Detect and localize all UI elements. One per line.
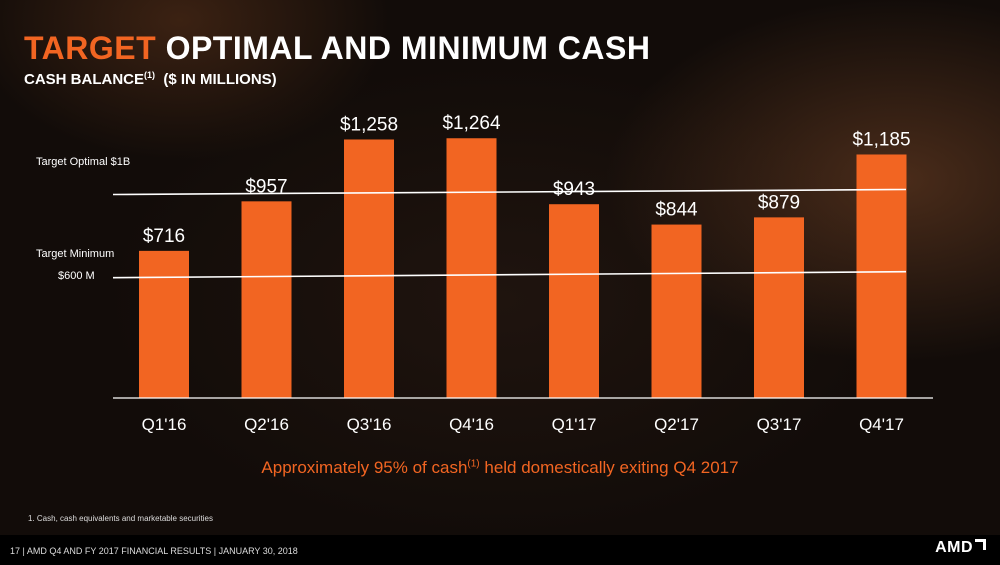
slide-title: TARGET OPTIMAL AND MINIMUM CASH	[24, 30, 650, 67]
data-label: $1,264	[442, 113, 501, 134]
target-optimal-line	[112, 188, 907, 196]
x-tick-label: Q1'16	[142, 415, 187, 434]
note-after: held domestically exiting Q4 2017	[479, 458, 739, 477]
bar-chart: $716 Q1'16 $957 Q2'16 $1,258 Q3'16 $1,264 Q4'16…	[36, 113, 933, 434]
x-tick-label: Q4'16	[449, 415, 494, 434]
subtitle-footnote-ref: (1)	[144, 70, 155, 80]
data-label: $1,185	[852, 129, 910, 150]
chart-subtitle: CASH BALANCE(1) ($ IN MILLIONS)	[24, 70, 277, 88]
bar	[754, 217, 804, 398]
bar	[651, 224, 702, 398]
target-optimal-label: Target Optimal $1B	[36, 156, 130, 168]
bar	[856, 154, 907, 398]
data-label: $716	[143, 226, 185, 247]
bar	[344, 139, 394, 398]
bar	[549, 204, 599, 398]
data-label: $1,258	[340, 114, 398, 135]
x-tick-label: Q1'17	[552, 415, 597, 434]
data-label: $943	[553, 179, 595, 200]
x-tick-label: Q2'16	[244, 415, 289, 434]
target-minimum-value-label: $600 M	[58, 270, 95, 282]
x-tick-label: Q4'17	[859, 415, 904, 434]
x-tick-label: Q3'16	[347, 415, 392, 434]
data-label: $844	[655, 200, 698, 221]
amd-logo: AMD	[935, 539, 986, 557]
amd-arrow-icon	[975, 539, 986, 550]
data-label: $957	[245, 176, 287, 197]
bar	[241, 201, 292, 398]
footnote: 1. Cash, cash equivalents and marketable…	[28, 514, 213, 523]
logo-text: AMD	[935, 539, 973, 556]
target-minimum-label: Target Minimum	[36, 248, 114, 260]
note-footnote-ref: (1)	[467, 458, 480, 470]
footer-text: 17 | AMD Q4 AND FY 2017 FINANCIAL RESULT…	[10, 546, 298, 556]
x-tick-label: Q2'17	[654, 415, 699, 434]
data-label: $879	[758, 192, 800, 213]
title-accent: TARGET	[24, 30, 157, 66]
cash-note: Approximately 95% of cash(1) held domest…	[0, 458, 1000, 478]
note-before: Approximately 95% of cash	[261, 458, 468, 477]
target-minimum-line	[112, 270, 907, 279]
subtitle-main: CASH BALANCE	[24, 71, 144, 88]
title-rest: OPTIMAL AND MINIMUM CASH	[165, 30, 651, 66]
subtitle-unit: ($ IN MILLIONS)	[163, 71, 277, 88]
x-tick-label: Q3'17	[757, 415, 802, 434]
bar	[139, 250, 189, 398]
footer-bar	[0, 535, 1000, 565]
bar	[446, 138, 497, 399]
